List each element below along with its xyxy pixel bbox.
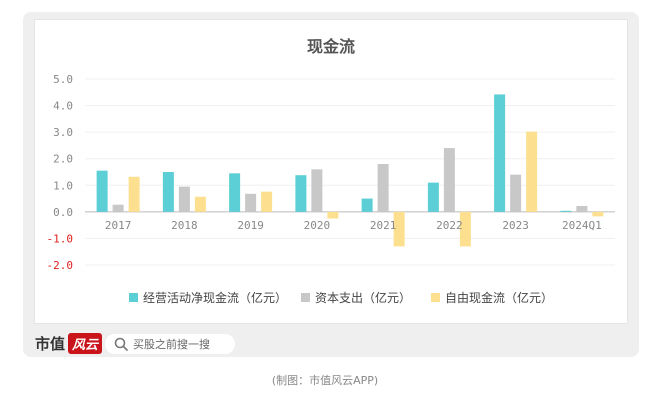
x-tick-label: 2024Q1 <box>562 219 602 232</box>
y-tick-label: -1.0 <box>47 232 74 245</box>
bar-layer <box>96 94 604 247</box>
search-box[interactable]: 买股之前搜一搜 <box>105 334 235 354</box>
bar-2018-series-0 <box>162 172 174 212</box>
bar-2018-series-2 <box>194 196 206 212</box>
search-icon <box>114 337 128 351</box>
y-tick-label: 3.0 <box>53 126 73 139</box>
y-tick-label: 0.0 <box>53 206 73 219</box>
y-tick-label: 1.0 <box>53 179 73 192</box>
x-axis-ticks: 2017 2018 2019 2020 2021 2022 2023 2024Q1 <box>105 219 602 232</box>
bar-2021-series-0 <box>361 198 373 212</box>
bar-2023-series-2 <box>526 131 538 212</box>
bar-2019-series-0 <box>229 173 241 212</box>
legend-label-1: 资本支出（亿元） <box>315 290 411 305</box>
bar-2018-series-1 <box>178 186 190 212</box>
chart-card: 现金流 5.0 4.0 3.0 2.0 1.0 0.0 -1.0 -2.0 2017 2018 2… <box>23 12 639 357</box>
x-tick-label: 2019 <box>237 219 264 232</box>
caption: (制图：市值风云APP) <box>271 374 379 387</box>
bar-2020-series-1 <box>311 169 323 212</box>
bar-2024Q1-series-2 <box>592 211 604 217</box>
x-tick-label: 2022 <box>436 219 463 232</box>
x-tick-label: 2023 <box>502 219 529 232</box>
bar-2020-series-0 <box>295 175 307 212</box>
brand: 市值 风云 <box>35 330 103 356</box>
bar-2024Q1-series-0 <box>560 210 572 212</box>
brand-logo: 风云 <box>68 332 103 354</box>
bar-2020-series-2 <box>327 211 339 219</box>
y-tick-label: 5.0 <box>53 73 73 86</box>
bar-2022-series-2 <box>459 211 471 247</box>
y-axis-ticks: 5.0 4.0 3.0 2.0 1.0 0.0 -1.0 -2.0 <box>47 73 74 272</box>
cash-flow-chart: 现金流 5.04.03.02.01.00.0-1.0-2.0 2017 2018 2… <box>47 37 615 305</box>
x-tick-label: 2017 <box>105 219 132 232</box>
search-placeholder: 买股之前搜一搜 <box>133 338 210 351</box>
bar-2019-series-1 <box>245 193 257 212</box>
bar-2022-series-0 <box>427 182 439 212</box>
x-tick-label: 2020 <box>304 219 331 232</box>
bar-2017-series-2 <box>128 176 140 212</box>
legend: 经营活动净现金流（亿元） 资本支出（亿元） 自由现金流（亿元） <box>129 290 553 305</box>
x-tick-label: 2021 <box>370 219 397 232</box>
y-tick-label: -2.0 <box>47 259 74 272</box>
bar-2021-series-2 <box>393 211 405 247</box>
legend-label-0: 经营活动净现金流（亿元） <box>143 290 287 305</box>
brand-name: 市值 <box>35 334 66 353</box>
bar-2017-series-1 <box>112 204 124 212</box>
legend-swatch-1 <box>301 293 310 302</box>
bar-2022-series-1 <box>443 148 455 212</box>
y-tick-label: 2.0 <box>53 153 73 166</box>
bar-2024Q1-series-1 <box>576 206 588 212</box>
bar-2021-series-1 <box>377 164 389 212</box>
y-tick-label: 4.0 <box>53 100 73 113</box>
bar-2017-series-0 <box>96 170 108 212</box>
chart-panel: 现金流 5.0 4.0 3.0 2.0 1.0 0.0 -1.0 -2.0 2017 2018 2… <box>34 19 628 324</box>
legend-swatch-0 <box>129 293 138 302</box>
bar-2023-series-1 <box>510 174 522 212</box>
legend-label-2: 自由现金流（亿元） <box>445 290 553 305</box>
bar-2019-series-2 <box>261 191 273 212</box>
legend-swatch-2 <box>431 293 440 302</box>
bar-2023-series-0 <box>494 94 506 212</box>
x-tick-label: 2018 <box>171 219 198 232</box>
chart-title: 现金流 <box>307 37 355 56</box>
